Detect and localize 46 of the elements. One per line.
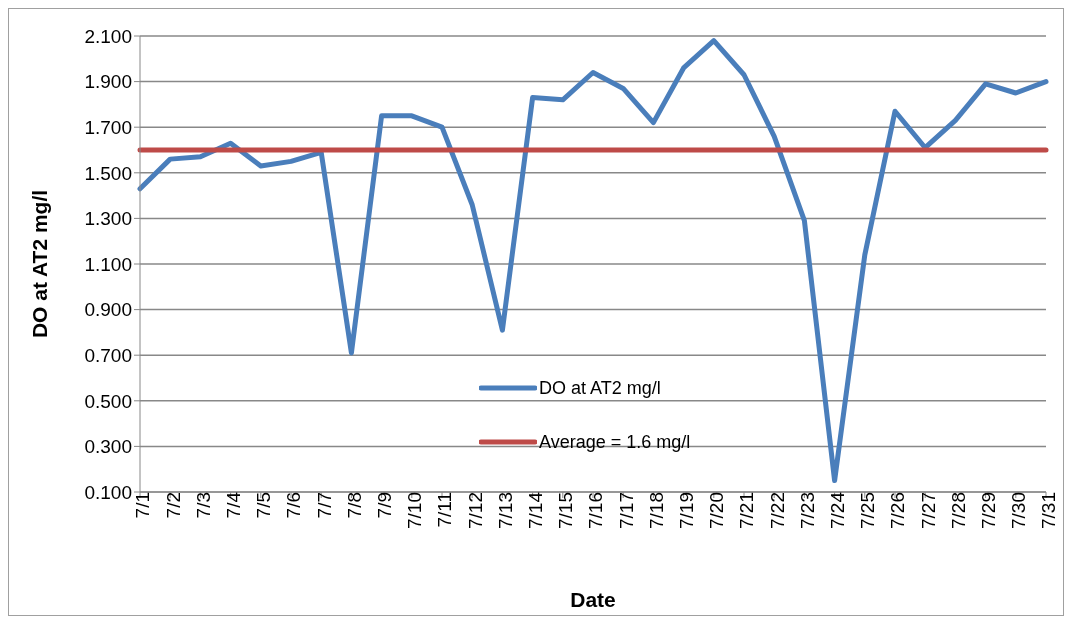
x-tick-label: 7/13 (494, 492, 516, 529)
y-tick-label: 1.700 (84, 116, 132, 138)
x-tick-label: 7/29 (978, 492, 1000, 529)
legend-label: Average = 1.6 mg/l (539, 431, 691, 453)
x-tick-label: 7/12 (464, 492, 486, 529)
x-tick-label: 7/25 (857, 492, 879, 529)
x-tick-label: 7/23 (796, 492, 818, 529)
x-tick-label: 7/9 (374, 492, 396, 519)
y-tick-label: 1.900 (84, 71, 132, 93)
x-tick-label: 7/18 (645, 492, 667, 529)
x-tick-label: 7/3 (192, 492, 214, 519)
y-tick-label: 0.100 (84, 481, 132, 503)
x-tick-label: 7/19 (676, 492, 698, 529)
x-tick-label: 7/28 (947, 492, 969, 529)
y-axis-title: DO at AT2 mg/l (28, 189, 52, 339)
x-tick-label: 7/4 (223, 491, 245, 519)
x-tick-label: 7/1 (132, 492, 154, 519)
x-tick-label: 7/27 (917, 492, 939, 529)
y-tick-label: 1.300 (84, 208, 132, 230)
x-tick-label: 7/31 (1038, 492, 1060, 529)
x-tick-label: 7/30 (1008, 492, 1030, 529)
y-tick-label: 0.900 (84, 299, 132, 321)
x-tick-label: 7/17 (615, 492, 637, 529)
x-tick-label: 7/21 (736, 492, 758, 529)
x-tick-label: 7/14 (525, 491, 547, 529)
y-tick-label: 0.500 (84, 390, 132, 412)
legend-label: DO at AT2 mg/l (539, 377, 661, 399)
x-tick-label: 7/15 (555, 492, 577, 529)
x-tick-label: 7/11 (434, 492, 456, 528)
x-tick-label: 7/7 (313, 492, 335, 519)
x-tick-label: 7/24 (827, 491, 849, 529)
x-axis-title: Date (570, 588, 616, 611)
x-tick-label: 7/2 (162, 492, 184, 519)
y-tick-label: 0.300 (84, 436, 132, 458)
y-tick-label: 1.100 (84, 253, 132, 275)
x-tick-label: 7/5 (253, 492, 275, 519)
y-tick-label: 2.100 (84, 25, 132, 47)
x-tick-label: 7/26 (887, 492, 909, 529)
x-tick-label: 7/16 (585, 492, 607, 529)
x-tick-label: 7/10 (404, 492, 426, 529)
x-tick-label: 7/8 (343, 492, 365, 519)
x-tick-label: 7/20 (706, 492, 728, 529)
y-tick-label: 0.700 (84, 344, 132, 366)
x-tick-label: 7/6 (283, 492, 305, 519)
y-tick-label: 1.500 (84, 162, 132, 184)
x-tick-label: 7/22 (766, 492, 788, 529)
